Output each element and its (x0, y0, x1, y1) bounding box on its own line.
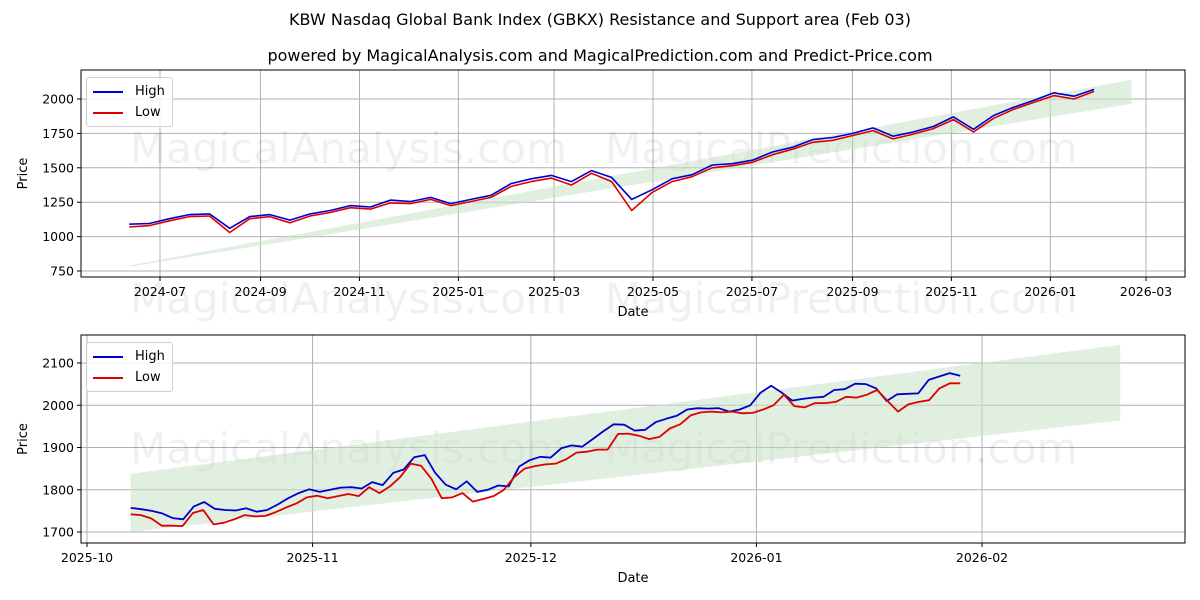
watermark: MagicalPrediction.com (605, 274, 1078, 323)
axes-frame (80, 69, 1186, 278)
y-tick-label: 1900 (42, 440, 74, 455)
chart-subtitle: powered by MagicalAnalysis.com and Magic… (267, 46, 933, 65)
x-tick-label: 2025-11 (286, 550, 338, 565)
high-price-line (129, 88, 1095, 230)
legend-high-label: High (135, 84, 165, 99)
y-tick-label: 1500 (42, 160, 74, 175)
y-tick-label: 2000 (42, 92, 74, 107)
axes-frame (80, 334, 1186, 544)
x-tick-label: 2026-02 (956, 550, 1008, 565)
y-tick-label: 1750 (42, 126, 74, 141)
y-tick-label: 1800 (42, 482, 74, 497)
legend-bottom: High Low (86, 342, 173, 392)
x-tick-label: 2025-01 (432, 284, 484, 299)
y-axis-label: Price (16, 158, 31, 190)
low-price-line (130, 382, 961, 527)
low-line-swatch (93, 376, 123, 379)
full-history-chart: 750 1000 1250 1500 1750 2000 2024-07 2024-09 202… (16, 69, 1186, 323)
x-tick-label: 2025-11 (925, 284, 977, 299)
watermark: MagicalAnalysis.com (130, 124, 567, 173)
support-resistance-band (129, 79, 1132, 267)
x-tick-label: 2024-07 (134, 284, 186, 299)
legend-low-label: Low (135, 105, 161, 120)
y-tick-label: 2100 (42, 356, 74, 371)
y-tick-label: 750 (50, 264, 74, 279)
y-tick-label: 1700 (42, 525, 74, 540)
x-tick-label: 2025-12 (505, 550, 557, 565)
high-price-line (130, 372, 961, 521)
y-axis-label: Price (16, 423, 31, 455)
chart-title: KBW Nasdaq Global Bank Index (GBKX) Resi… (289, 10, 911, 29)
legend-high-label: High (135, 349, 165, 364)
x-tick-label: 2026-01 (730, 550, 782, 565)
high-line-swatch (93, 355, 123, 358)
legend-top: High Low (86, 77, 173, 127)
x-tick-label: 2025-07 (726, 284, 778, 299)
watermark: MagicalAnalysis.com (130, 274, 567, 323)
high-line-swatch (93, 90, 123, 93)
low-price-line (129, 90, 1095, 234)
x-tick-label: 2025-05 (627, 284, 679, 299)
x-tick-label: 2024-11 (333, 284, 385, 299)
x-tick-label: 2025-10 (61, 550, 113, 565)
x-tick-label: 2026-03 (1120, 284, 1172, 299)
x-axis-label: Date (617, 305, 648, 320)
low-line-swatch (93, 111, 123, 114)
x-tick-label: 2025-03 (528, 284, 580, 299)
x-axis-label: Date (617, 571, 648, 586)
y-tick-label: 1250 (42, 195, 74, 210)
x-tick-label: 2026-01 (1024, 284, 1076, 299)
x-tick-label: 2024-09 (234, 284, 286, 299)
recent-detail-chart: 1700 1800 1900 2000 2100 2025-10 2025-11 2025-1… (16, 334, 1186, 586)
y-tick-label: 2000 (42, 398, 74, 413)
x-tick-label: 2025-09 (826, 284, 878, 299)
y-tick-label: 1000 (42, 229, 74, 244)
legend-low-label: Low (135, 370, 161, 385)
